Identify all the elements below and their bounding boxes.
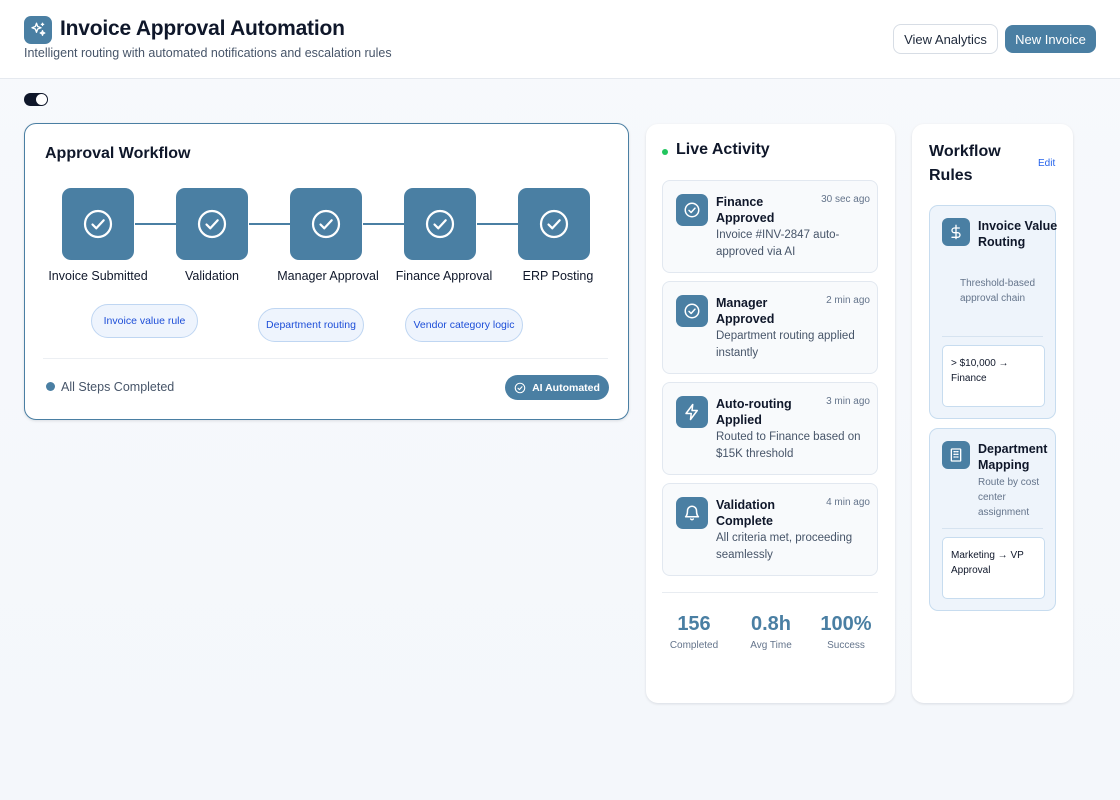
check-circle-icon <box>676 295 708 327</box>
divider <box>942 336 1043 337</box>
activity-title-text: Manager Approved <box>716 296 775 326</box>
check-circle-icon <box>676 194 708 226</box>
stat-completed: 156 Completed <box>658 612 730 651</box>
live-activity-card: Live Activity Finance Approved 30 sec ag… <box>646 124 895 703</box>
activity-title-text: Validation Complete <box>716 498 776 528</box>
building-icon <box>942 441 970 469</box>
view-analytics-button[interactable]: View Analytics <box>893 24 998 54</box>
rule-detail: > $10,000 → Finance <box>942 345 1045 407</box>
dollar-icon <box>942 218 970 246</box>
stat-value: 0.8h <box>750 613 792 635</box>
activity-title-text: Auto-routing Applied <box>716 397 792 427</box>
rule-pill-department-routing[interactable]: Department routing <box>258 308 364 342</box>
page-subtitle: Intelligent routing with automated notif… <box>24 46 392 60</box>
step-connector <box>135 223 178 225</box>
step-label: Finance Approval <box>395 269 493 283</box>
step-validation[interactable] <box>176 188 248 260</box>
rule-title: Invoice Value Routing <box>978 219 1058 249</box>
bell-icon <box>676 497 708 529</box>
workflow-rules-card: Workflow Rules Edit Invoice Value Routin… <box>912 124 1073 703</box>
activity-description: All criteria met, proceeding seamlessly <box>716 532 853 561</box>
divider <box>662 592 878 593</box>
activity-time: 3 min ago <box>826 396 870 407</box>
status-dot <box>46 382 55 391</box>
ai-automated-badge: AI Automated <box>505 375 609 400</box>
activity-description: Department routing applied instantly <box>716 330 855 359</box>
lightning-icon <box>676 396 708 428</box>
approval-workflow-card: Approval Workflow Invoice Submitted Vali… <box>24 123 629 420</box>
sparkles-icon <box>24 16 52 44</box>
badge-label: AI Automated <box>532 381 600 394</box>
activity-time: 4 min ago <box>826 497 870 508</box>
step-label: Validation <box>185 269 239 283</box>
check-circle-icon <box>197 209 227 239</box>
step-label: ERP Posting <box>522 269 594 283</box>
activity-description: Invoice #INV-2847 auto-approved via AI <box>716 229 840 258</box>
activity-time: 30 sec ago <box>821 194 870 205</box>
activity-title-text: Finance Approved <box>716 195 775 225</box>
check-circle-icon <box>539 209 569 239</box>
live-indicator-dot <box>662 149 668 155</box>
step-label: Invoice Submitted <box>48 269 148 283</box>
stat-label: Avg Time <box>750 640 792 651</box>
divider <box>43 358 608 359</box>
stat-value: 156 <box>677 613 711 635</box>
step-erp-posting[interactable] <box>518 188 590 260</box>
stat-label: Completed <box>669 640 719 651</box>
rules-title: Workflow Rules <box>929 143 1001 184</box>
stat-success: 100% Success <box>810 612 882 651</box>
theme-toggle[interactable] <box>24 93 48 106</box>
stat-avg-time: 0.8h Avg Time <box>735 612 807 651</box>
step-invoice-submitted[interactable] <box>62 188 134 260</box>
check-circle-icon <box>425 209 455 239</box>
edit-rules-link[interactable]: Edit <box>1038 158 1056 169</box>
check-circle-icon <box>311 209 341 239</box>
activity-item[interactable]: Manager Approved 2 min ago Department ro… <box>662 281 878 374</box>
new-invoice-button[interactable]: New Invoice <box>1005 25 1096 53</box>
activity-item[interactable]: Auto-routing Applied 3 min ago Routed to… <box>662 382 878 475</box>
app-header: Invoice Approval Automation Intelligent … <box>0 0 1120 79</box>
step-connector <box>249 223 292 225</box>
rule-title: Department Mapping <box>978 442 1048 472</box>
step-connector <box>363 223 406 225</box>
divider <box>942 528 1043 529</box>
stat-label: Success <box>827 640 865 651</box>
rule-detail: Marketing → VP Approval <box>942 537 1045 599</box>
rule-description: Threshold-based approval chain <box>960 278 1036 304</box>
check-circle-icon <box>514 382 526 393</box>
rule-card-invoice-value[interactable]: Invoice Value Routing Threshold-based ap… <box>929 205 1058 419</box>
step-manager-approval[interactable] <box>290 188 362 260</box>
rule-description: Route by cost center assignment <box>978 477 1040 518</box>
rule-pill-vendor-category[interactable]: Vendor category logic <box>405 308 523 342</box>
activity-description: Routed to Finance based on $15K threshol… <box>716 431 861 460</box>
stat-value: 100% <box>820 613 872 635</box>
workflow-title: Approval Workflow <box>45 145 191 162</box>
activity-title: Live Activity <box>676 141 770 158</box>
status-text: All Steps Completed <box>61 380 175 394</box>
step-connector <box>477 223 520 225</box>
activity-item[interactable]: Finance Approved 30 sec ago Invoice #INV… <box>662 180 878 273</box>
step-finance-approval[interactable] <box>404 188 476 260</box>
rule-pill-invoice-value[interactable]: Invoice value rule <box>91 304 198 338</box>
page-title: Invoice Approval Automation <box>60 17 345 40</box>
activity-item[interactable]: Validation Complete 4 min ago All criter… <box>662 483 878 576</box>
activity-time: 2 min ago <box>826 295 870 306</box>
check-circle-icon <box>83 209 113 239</box>
toggle-knob <box>36 94 47 105</box>
rule-card-department-mapping[interactable]: Department Mapping Route by cost center … <box>929 428 1056 611</box>
step-label: Manager Approval <box>277 269 379 283</box>
